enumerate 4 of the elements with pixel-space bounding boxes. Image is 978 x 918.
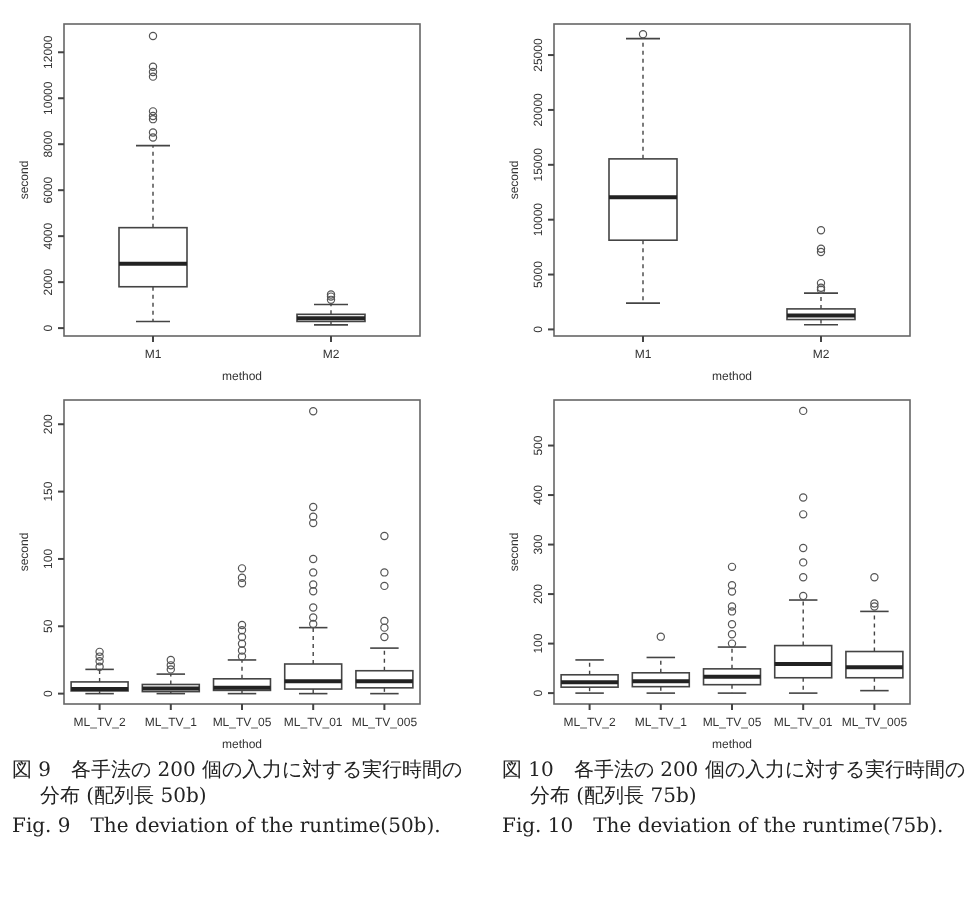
caption: Fig. 9 The deviation of the runtime(50b). <box>12 816 441 838</box>
caption: 図 10 各手法の 200 個の入力に対する実行時間の分布 (配列長 75b) <box>502 758 965 808</box>
caption: 図 9 各手法の 200 個の入力に対する実行時間の分布 (配列長 50b) <box>12 758 462 808</box>
caption: Fig. 10 The deviation of the runtime(75b). <box>502 816 944 838</box>
